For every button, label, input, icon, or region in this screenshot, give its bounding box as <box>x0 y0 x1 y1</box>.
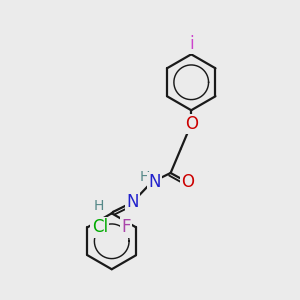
Text: H: H <box>93 199 104 213</box>
Text: i: i <box>189 35 194 53</box>
Text: O: O <box>185 115 198 133</box>
Text: Cl: Cl <box>92 218 108 236</box>
Text: N: N <box>126 194 139 211</box>
Text: N: N <box>148 173 161 191</box>
Text: H: H <box>140 170 150 184</box>
Text: O: O <box>181 173 194 191</box>
Text: F: F <box>121 218 130 236</box>
